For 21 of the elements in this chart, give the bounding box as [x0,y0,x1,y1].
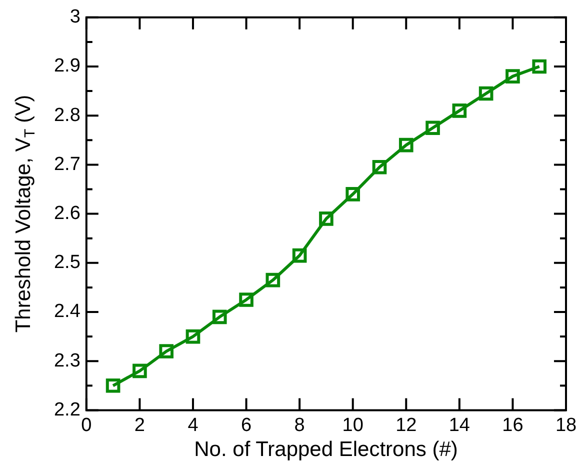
y-tick-label: 2.6 [54,203,80,224]
x-tick-label: 2 [134,414,145,436]
y-tick-label: 2.7 [54,154,80,175]
y-tick-label: 3 [70,6,80,28]
x-tick-label: 4 [188,414,199,436]
x-tick-label: 10 [342,414,364,436]
y-tick-label: 2.9 [54,56,80,77]
x-tick-label: 6 [240,414,252,436]
x-tick-label: 16 [502,414,524,436]
y-tick-label: 2.2 [54,399,80,420]
x-tick-label: 18 [555,414,577,436]
y-axis-title: Threshold Voltage, VT (V) [12,94,38,333]
x-tick-label: 14 [448,414,470,436]
y-tick-label: 2.4 [54,301,81,322]
x-tick-label: 8 [294,414,305,436]
x-axis-title: No. of Trapped Electrons (#) [194,438,458,461]
y-tick-label: 2.3 [54,350,80,372]
x-tick-label: 12 [396,414,417,436]
x-tick-label: 0 [81,414,92,436]
y-tick-label: 2.5 [54,252,80,274]
y-tick-label: 2.8 [54,104,80,126]
